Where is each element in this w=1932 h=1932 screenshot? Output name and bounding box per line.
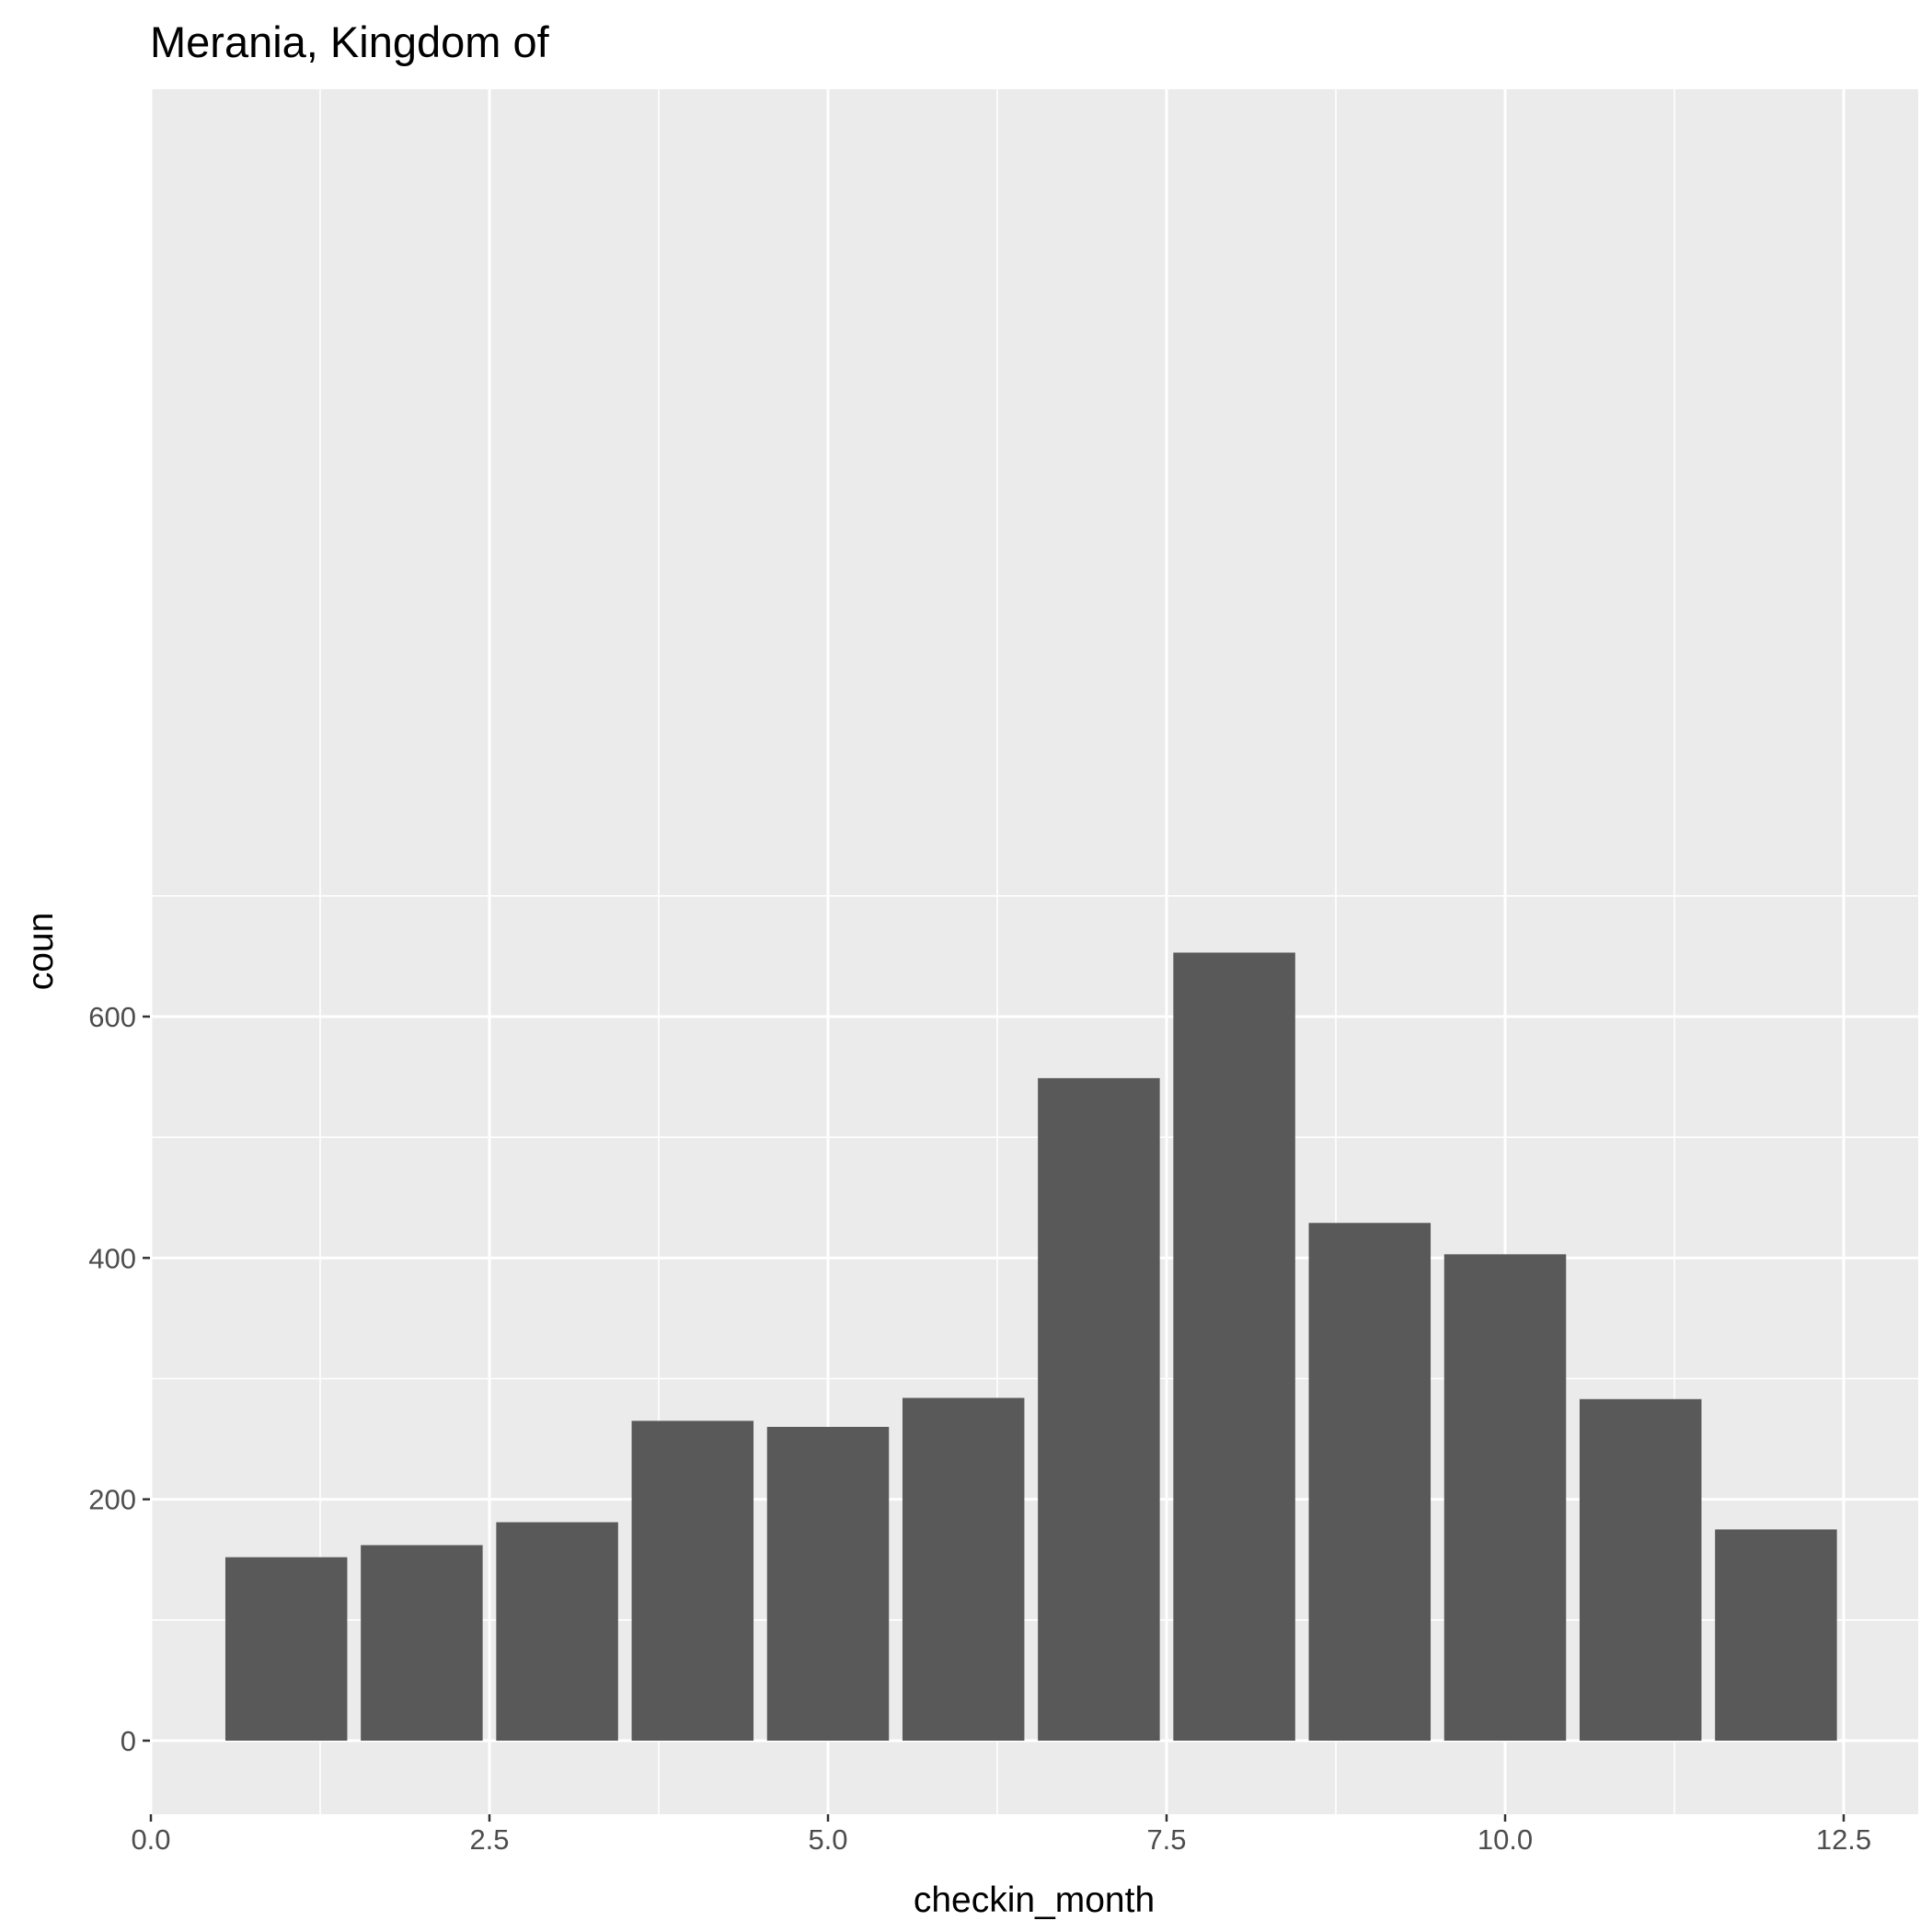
x-tick-label: 2.5 bbox=[469, 1823, 509, 1856]
bar-month-9 bbox=[1308, 1223, 1432, 1741]
grid-lines bbox=[149, 89, 1918, 1814]
bar-month-1 bbox=[224, 1557, 348, 1741]
bar-month-10 bbox=[1443, 1254, 1567, 1741]
x-tick-label: 5.0 bbox=[808, 1823, 847, 1856]
x-tick-label: 0.0 bbox=[131, 1823, 170, 1856]
x-tick-label: 7.5 bbox=[1146, 1823, 1186, 1856]
bar-month-5 bbox=[766, 1426, 890, 1741]
y-axis-title: coun bbox=[21, 913, 61, 991]
chart-title: Merania, Kingdom of bbox=[150, 17, 550, 66]
y-tick-label: 200 bbox=[88, 1484, 136, 1516]
bar-month-4 bbox=[631, 1420, 754, 1741]
y-tick-label: 0 bbox=[121, 1725, 136, 1757]
bar-month-2 bbox=[361, 1545, 483, 1741]
x-tick-label: 12.5 bbox=[1816, 1823, 1871, 1856]
bar-series bbox=[224, 952, 1837, 1741]
bar-month-8 bbox=[1173, 952, 1295, 1741]
y-tick-label: 400 bbox=[88, 1242, 136, 1274]
bar-month-11 bbox=[1579, 1398, 1702, 1741]
bar-month-7 bbox=[1038, 1077, 1160, 1741]
axes: 0 200 400 600 0.0 2.5 5.0 7.5 10.0 12.5 bbox=[88, 1001, 1871, 1856]
bar-month-3 bbox=[496, 1522, 618, 1741]
y-tick-label: 600 bbox=[88, 1001, 136, 1033]
x-axis-title: checkin_month bbox=[914, 1880, 1155, 1920]
x-tick-label: 10.0 bbox=[1478, 1823, 1533, 1856]
bar-month-6 bbox=[902, 1397, 1025, 1741]
bar-month-12 bbox=[1715, 1529, 1837, 1741]
